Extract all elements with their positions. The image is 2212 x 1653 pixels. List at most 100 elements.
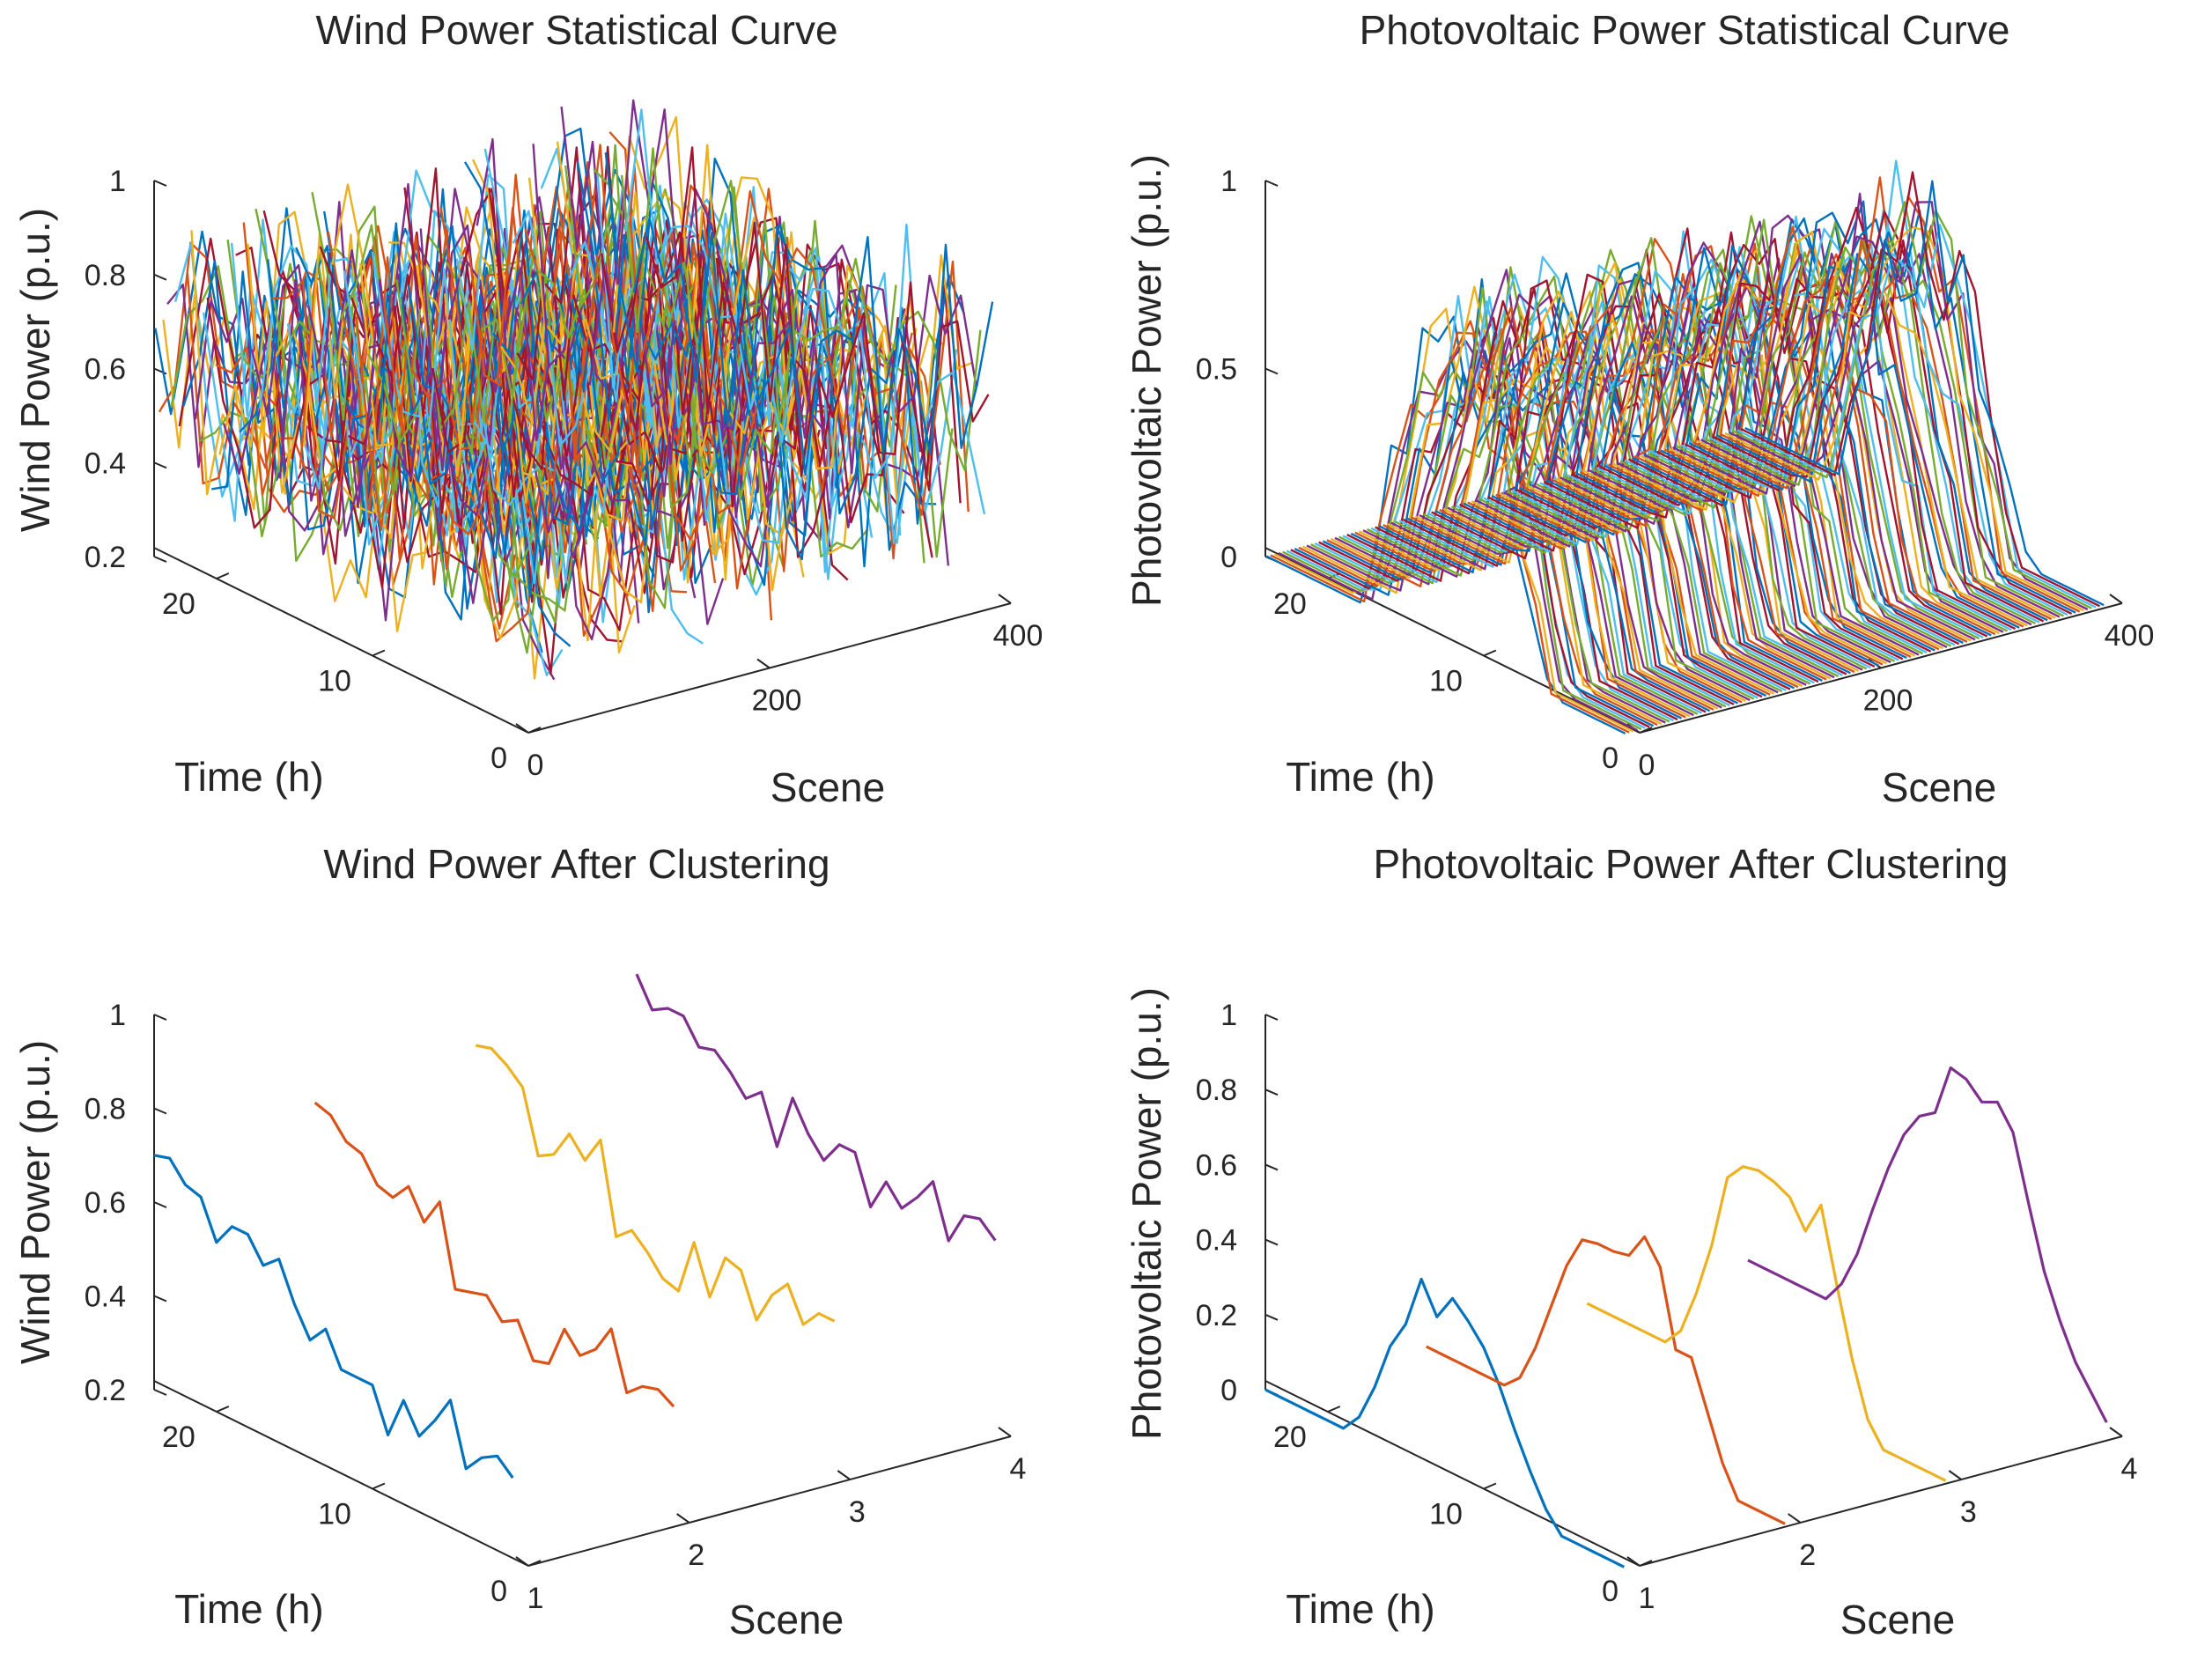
scenario-line [1338,266,1699,715]
y-tick-label: 10 [1429,1498,1463,1531]
scenario-line [1728,201,2089,611]
chart-title: Photovoltaic Power Statistical Curve [1360,7,2010,53]
series-group [153,973,997,1480]
scenario-line [1310,286,1670,723]
x-axis-label: Scene [1882,764,1996,810]
series-line-scene-3 [475,1044,836,1326]
z-tick-label: 0.6 [1196,1148,1237,1182]
scenario-line [1539,258,1899,661]
scenario-line [1334,269,1694,717]
scenario-line [540,147,902,536]
scenario-line [480,247,841,513]
z-tick-mark [1265,180,1279,187]
scenario-line [1724,225,2084,612]
series-line-scene-3 [1586,1165,1947,1482]
scenario-line [1632,217,1992,637]
scenario-line [1419,325,1779,694]
y-tick-mark [1327,1406,1341,1413]
z-tick-label: 1 [1220,165,1237,198]
x-axis-line [1639,1435,2123,1567]
x-tick-label: 4 [2121,1452,2138,1486]
scenario-line [1676,239,2037,624]
scenario-line [1527,286,1888,665]
z-tick-mark [153,367,167,375]
z-tick-mark [153,1295,167,1302]
tick-labels: 1 2 3 4 0 10 20 0.2 0.4 0.6 0.8 1 [85,999,1027,1615]
z-tick-mark [1265,1014,1279,1021]
x-tick-label: 4 [1010,1452,1027,1486]
x-axis-line [527,1435,1012,1567]
scenario-line [1655,266,2017,631]
y-axis-label: Time (h) [174,1586,324,1632]
pv-clustered-panel: Photovoltaic Power After Clustering 1 2 3 4… [1124,841,2137,1642]
scenario-line [1330,303,1691,718]
scenario-line [1362,293,1722,709]
y-tick-mark [527,727,542,734]
scenario-line [1580,283,1940,651]
y-tick-label: 20 [1273,587,1307,621]
scenario-line [1463,273,1823,682]
scenario-line [303,232,664,598]
z-tick-label: 0.2 [85,541,126,574]
scenario-line [1491,306,1851,675]
z-tick-mark [153,1107,167,1115]
chart-title: Photovoltaic Power After Clustering [1373,841,2008,887]
scenario-line [1450,270,1811,685]
scenario-line [1692,176,2053,621]
y-tick-mark [527,1560,542,1567]
z-tick-mark [1265,1238,1279,1246]
z-tick-label: 0.5 [1196,353,1237,387]
y-tick-mark [1483,649,1497,657]
z-tick-label: 0 [1220,541,1237,574]
scenario-line [588,233,950,566]
series-line-scene-2 [1425,1235,1786,1525]
z-tick-label: 1 [1220,999,1237,1032]
scenario-line [1273,307,1634,733]
scenario-line [1531,241,1891,664]
scenario-line [291,231,652,631]
tick-labels: 0 200 400 0 10 20 0.2 0.4 0.6 0.8 1 [85,165,1043,782]
scenario-line [1680,209,2040,624]
x-tick-label: 0 [527,749,544,782]
scenario-line [1716,209,2076,614]
pv-statistical-panel: Photovoltaic Power Statistical Curve 0 20… [1124,7,2154,810]
y-tick-label: 10 [1429,665,1463,698]
z-tick-label: 0.8 [85,259,126,292]
series-line-scene-4 [1747,1066,2108,1423]
z-tick-label: 0 [1220,1374,1237,1407]
x-tick-mark [756,658,771,669]
scenario-line [1301,285,1663,725]
axes-lines [153,180,1012,734]
y-axis-label: Time (h) [1286,1586,1435,1632]
z-tick-label: 0.8 [85,1093,126,1126]
scenario-line [1495,273,1855,674]
y-tick-label: 0 [490,742,507,775]
x-tick-mark [2109,594,2123,604]
y-axis-label: Time (h) [1286,754,1435,800]
x-tick-mark [1626,1556,1641,1567]
x-axis-label: Scene [771,764,885,810]
scenario-line [1684,206,2045,623]
z-tick-label: 0.6 [85,353,126,387]
scenario-line [1467,238,1827,681]
x-tick-mark [515,723,529,734]
y-tick-label: 20 [162,1421,195,1454]
scenario-line [632,217,994,476]
x-tick-mark [515,1556,529,1567]
scenario-line [1503,291,1863,671]
scenario-line [1411,370,1771,696]
z-tick-label: 1 [109,999,126,1032]
z-tick-label: 0.4 [1196,1224,1237,1258]
scenario-line [1298,320,1658,727]
z-axis-label: Photovoltaic Power (p.u.) [1124,987,1169,1440]
scenario-line [351,258,712,614]
y-tick-mark [216,1406,230,1413]
scenario-line [548,127,910,496]
z-tick-label: 0.4 [85,446,126,480]
scenario-line [1660,200,2020,629]
z-tick-mark [1265,1313,1279,1321]
x-tick-label: 1 [1639,1582,1655,1615]
chart-title: Wind Power After Clustering [323,841,830,887]
x-tick-label: 3 [1960,1495,1977,1529]
